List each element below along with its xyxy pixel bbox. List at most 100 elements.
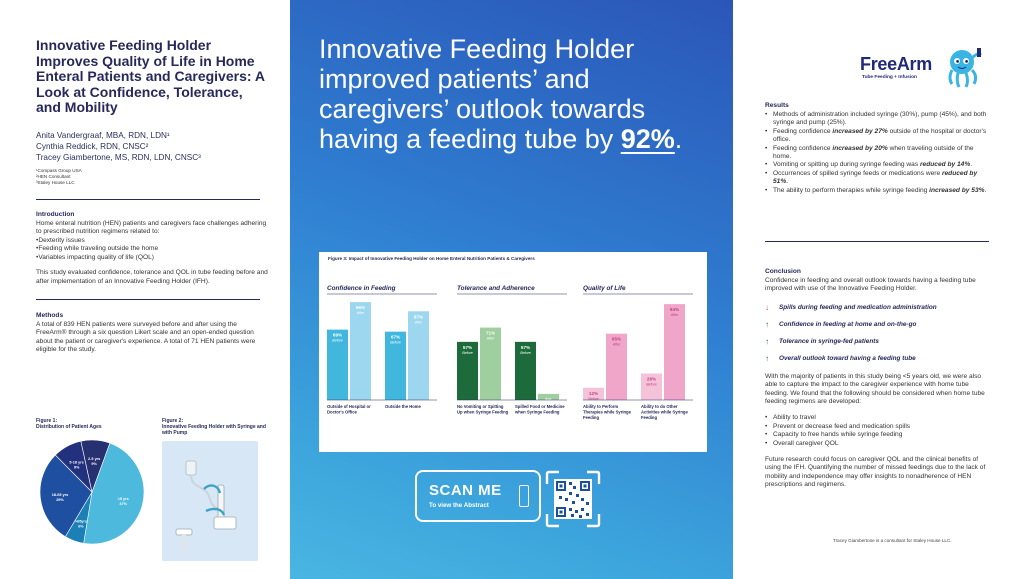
chart-group-title: Confidence in Feeding [327, 285, 396, 292]
logo-wordmark: FreeArm [860, 54, 932, 74]
chart-category-label: Outside the Home [385, 404, 422, 409]
pie-slice-label: >65yrs 6% [75, 519, 87, 528]
chart-bar-value: 12% [589, 391, 598, 396]
methods-text: A total of 839 HEN patients were surveye… [36, 320, 256, 354]
chart-bar-value: 94% [670, 307, 679, 312]
scan-me-label: SCAN ME [429, 482, 502, 499]
chart-category-label: Ability to Perform Therapies while Syring… [583, 404, 632, 420]
chart-bar-series-label: After [356, 311, 365, 315]
intro-section: Introduction Home enteral nutrition (HEN… [36, 211, 268, 287]
figure-1-label: Figure 1: [36, 418, 58, 424]
chart-bar-series-label: After [486, 337, 495, 341]
chart-bar-value: 65% [612, 337, 621, 342]
conclusion-points: ↓ Spills during feeding and medication ad… [765, 299, 993, 367]
author: Tracey Giambertone, MS, RDN, LDN, CNSC³ [36, 152, 201, 162]
methods-heading: Methods [36, 311, 64, 319]
results-text: The ability to perform therapies while s… [773, 186, 930, 194]
results-item: Feeding confidence increased by 27% outs… [765, 128, 993, 145]
divider [36, 198, 260, 200]
results-text: Occurrences of spilled syringe feeds or … [773, 169, 942, 177]
chart-category-label: Ability to do Other Activities while Syri… [641, 404, 688, 420]
results-item: The ability to perform therapies while s… [765, 186, 993, 196]
chart-title: Figure 3: Impact of Innovative Feeding H… [328, 256, 535, 261]
chart-bar [327, 329, 348, 400]
conclusion-point-text: Spills during feeding and medication adm… [779, 303, 937, 311]
results-highlight: increased by 53% [929, 186, 985, 194]
poster-title: Innovative Feeding Holder Improves Quali… [36, 37, 265, 115]
chart-bar-value: 6% [545, 397, 552, 402]
intro-bullet: Feeding while traveling outside the home [36, 245, 268, 254]
scan-me-sublabel: To view the Abstract [429, 502, 489, 509]
chart-bar [515, 341, 536, 400]
pie-slice [80, 439, 111, 494]
chart-category-label: Spilled Food or Medicine when Syringe Fee… [514, 404, 565, 414]
conclusion-bullet: Capacity to free hands while syringe fee… [765, 431, 993, 440]
arrow-up-icon: ↑ [765, 319, 769, 329]
author: Cynthia Reddick, RDN, CNSC² [36, 141, 149, 151]
results-highlight: increased by 27% [832, 127, 888, 135]
results-text: . [786, 178, 789, 186]
conclusion-bullets: Ability to travel Prevent or decrease fe… [765, 414, 993, 448]
feeding-holder-illustration [175, 460, 237, 551]
chart-bar-value: 67% [391, 335, 400, 340]
methods-section: Methods A total of 839 HEN patients were… [36, 312, 268, 355]
chart-bar-series-label: Before [646, 382, 657, 386]
results-item: Feeding confidence increased by 20% when… [765, 145, 993, 162]
intro-bullets: Dexterity issues Feeding while traveling… [36, 237, 268, 263]
conclusion-lead: Confidence in feeding and overall outloo… [765, 277, 976, 293]
freearm-logo: FreeArm Tube Feeding + Infusion [860, 48, 992, 102]
chart-bar [457, 341, 478, 400]
figure-1-caption: Distribution of Patient Ages [36, 424, 102, 430]
chart-bar [583, 387, 604, 400]
chart-bar-series-label: After [544, 403, 553, 407]
right-column: FreeArm Tube Feeding + Infusion Results … [733, 0, 1024, 579]
headline-text: Innovative Feeding Holder improved patie… [319, 34, 646, 154]
results-text: Vomiting or spitting up during syringe f… [773, 161, 920, 169]
future-research-paragraph: Future research could focus on caregiver… [765, 456, 986, 489]
chart-bar-series-label: After [612, 343, 621, 347]
results-highlight: increased by 20% [832, 144, 888, 152]
chart-bar [408, 311, 429, 400]
results-item: Vomiting or spitting up during syringe f… [765, 161, 993, 170]
intro-bullet: Dexterity issues [36, 237, 268, 246]
center-panel: Innovative Feeding Holder improved patie… [290, 0, 733, 579]
qr-code-icon[interactable] [545, 470, 601, 528]
results-text: outside of the hospital or doctor's offi… [773, 127, 987, 144]
conclusion-point-text: Overall outlook toward having a feeding … [779, 354, 916, 362]
conclusion-point: ↓ Spills during feeding and medication ad… [765, 299, 993, 316]
headline-percent: 92% [620, 124, 675, 154]
conclusion-section: Conclusion Confidence in feeding and ove… [765, 268, 993, 490]
author-list: Anita Vandergraaf, MBA, RDN, LDN¹ Cynthi… [36, 130, 268, 163]
results-heading: Results [765, 102, 789, 109]
chart-group-title: Tolerance and Adherence [457, 285, 535, 292]
impact-bar-chart: Confidence in Feeding69%Before96%AfterOu… [327, 285, 693, 420]
chart-bar-series-label: Before [462, 351, 473, 355]
intro-heading: Introduction [36, 210, 75, 218]
results-highlight: reduced by 51% [773, 169, 978, 186]
conclusion-point: ↑ Tolerance in syringe-fed patients [765, 333, 993, 350]
figures-area: Figure 1: Distribution of Patient Ages <… [36, 418, 268, 568]
phone-icon [519, 485, 529, 507]
logo-tagline: Tube Feeding + Infusion [862, 75, 917, 80]
conclusion-point: ↑ Confidence in feeding at home and on-th… [765, 316, 993, 333]
figure-2: Figure 2: Innovative Feeding Holder with… [162, 418, 266, 561]
results-text: Feeding confidence [773, 144, 833, 152]
disclosure-footnote: Tracey Giambertone is a consultant for S… [833, 538, 952, 543]
conclusion-bullet: Ability to travel [765, 414, 993, 423]
chart-bar-value: 96% [356, 305, 365, 310]
affiliation: ¹Compass Group USA [36, 167, 82, 173]
pie-slice [39, 454, 93, 538]
chart-bar-series-label: Before [332, 339, 343, 343]
conclusion-point: ↑ Overall outlook toward having a feeding… [765, 350, 993, 367]
divider [36, 298, 260, 300]
headline: Innovative Feeding Holder improved patie… [319, 34, 719, 154]
scan-me-badge[interactable]: SCAN ME To view the Abstract [415, 470, 541, 522]
results-text: Feeding confidence [773, 127, 833, 135]
pie-slice-label: <5 yrs 47% [118, 497, 129, 506]
chart-group-title: Quality of Life [583, 285, 626, 292]
arrow-up-icon: ↑ [765, 353, 769, 363]
results-section: Results Methods of administration includ… [765, 102, 993, 195]
affiliation: ²HEN Consultant [36, 173, 71, 179]
impact-chart-card: Figure 3: Impact of Innovative Feeding H… [319, 252, 707, 452]
chart-bar [538, 393, 559, 400]
